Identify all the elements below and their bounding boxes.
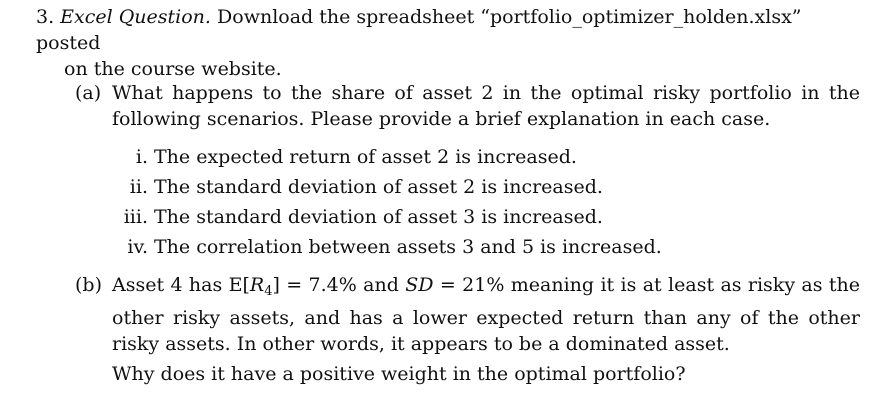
question-intro: Download the spreadsheet “portfolio_opti… <box>36 6 802 54</box>
part-b-text: Asset 4 has E[R4] = 7.4% and SD = 21% me… <box>112 272 860 387</box>
math-var-sd: SD <box>405 274 434 296</box>
part-b-label: (b) <box>75 274 102 296</box>
scenario-label: iv. <box>127 236 148 258</box>
scenario-text: The standard deviation of asset 3 is inc… <box>154 206 603 228</box>
scenario-label: i. <box>135 146 148 168</box>
question-number: 3. <box>36 6 55 28</box>
part-b: (b) Asset 4 has E[R4] = 7.4% and SD = 21… <box>75 272 860 387</box>
part-b-text-end: = 21% meaning it is at least as risky as… <box>112 274 860 355</box>
part-a: (a) What happens to the share of asset 2… <box>75 80 860 132</box>
math-subscript: 4 <box>264 284 273 299</box>
scenario-item: i. The expected return of asset 2 is incr… <box>108 144 662 174</box>
scenario-item: iii. The standard deviation of asset 3 is… <box>108 204 662 234</box>
question-title: Excel Question. <box>60 6 211 28</box>
part-a-text: What happens to the share of asset 2 in … <box>112 82 860 130</box>
part-b-followup: Why does it have a positive weight in th… <box>112 363 686 385</box>
part-b-text-mid: ] = 7.4% and <box>272 274 406 296</box>
scenario-item: iv. The correlation between assets 3 and … <box>108 234 662 264</box>
scenario-label: iii. <box>123 206 148 228</box>
question-first-line: 3. Excel Question. Download the spreadshe… <box>36 4 866 56</box>
scenario-text: The standard deviation of asset 2 is inc… <box>154 176 603 198</box>
scenario-text: The expected return of asset 2 is increa… <box>154 146 577 168</box>
part-a-label: (a) <box>75 82 102 104</box>
scenario-item: ii. The standard deviation of asset 2 is … <box>108 174 662 204</box>
math-var-r: R <box>249 274 265 296</box>
part-a-scenarios: i. The expected return of asset 2 is incr… <box>108 144 662 264</box>
part-b-text-start: Asset 4 has E[ <box>112 274 250 296</box>
scenario-text: The correlation between assets 3 and 5 i… <box>154 236 662 258</box>
scenario-label: ii. <box>129 176 148 198</box>
question-header: 3. Excel Question. Download the spreadshe… <box>36 4 866 82</box>
question-intro-continued: on the course website. <box>64 58 282 80</box>
